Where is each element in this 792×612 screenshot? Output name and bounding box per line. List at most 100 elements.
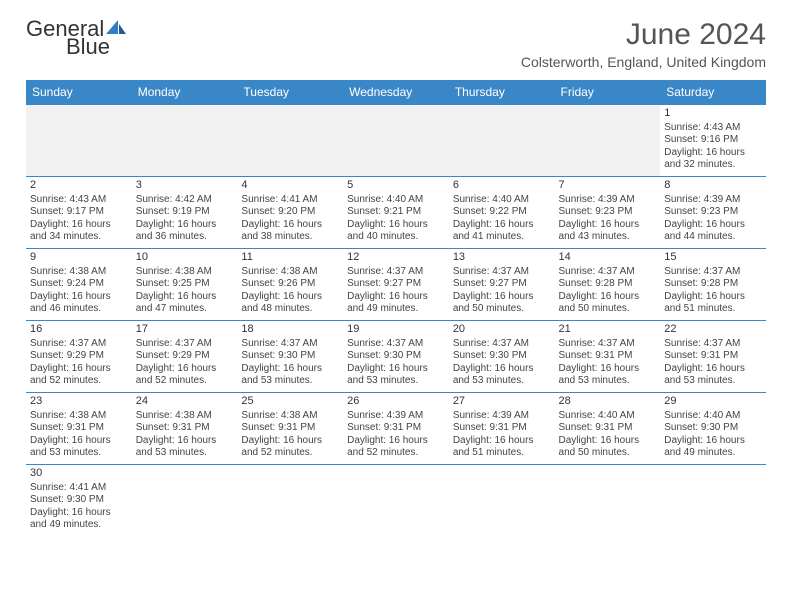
cell-text: Sunset: 9:22 PM — [453, 206, 551, 219]
calendar-cell: 23Sunrise: 4:38 AMSunset: 9:31 PMDayligh… — [26, 393, 132, 465]
cell-text: Sunset: 9:29 PM — [136, 350, 234, 363]
cell-text: Sunrise: 4:37 AM — [241, 338, 339, 351]
calendar-cell: 4Sunrise: 4:41 AMSunset: 9:20 PMDaylight… — [237, 177, 343, 249]
calendar-cell — [343, 105, 449, 177]
day-number: 10 — [136, 251, 234, 265]
day-number: 28 — [559, 395, 657, 409]
cell-text: Sunset: 9:30 PM — [30, 494, 128, 507]
cell-text: Sunrise: 4:41 AM — [241, 194, 339, 207]
cell-text: Sunrise: 4:43 AM — [30, 194, 128, 207]
cell-text: Daylight: 16 hours — [136, 291, 234, 304]
calendar-cell: 2Sunrise: 4:43 AMSunset: 9:17 PMDaylight… — [26, 177, 132, 249]
cell-text: Daylight: 16 hours — [347, 219, 445, 232]
calendar-cell — [132, 105, 238, 177]
cell-text: Daylight: 16 hours — [30, 291, 128, 304]
cell-text: Daylight: 16 hours — [30, 507, 128, 520]
cell-text: Daylight: 16 hours — [453, 363, 551, 376]
cell-text: Daylight: 16 hours — [241, 291, 339, 304]
page-title: June 2024 — [521, 18, 766, 52]
cell-text: Daylight: 16 hours — [664, 291, 762, 304]
cell-text: Sunrise: 4:37 AM — [559, 338, 657, 351]
logo: General Blue — [26, 18, 126, 58]
day-number: 11 — [241, 251, 339, 265]
cell-text: and 53 minutes. — [347, 375, 445, 388]
cell-text: Daylight: 16 hours — [241, 435, 339, 448]
calendar-cell: 28Sunrise: 4:40 AMSunset: 9:31 PMDayligh… — [555, 393, 661, 465]
cell-text: and 52 minutes. — [136, 375, 234, 388]
calendar-cell: 17Sunrise: 4:37 AMSunset: 9:29 PMDayligh… — [132, 321, 238, 393]
day-number: 16 — [30, 323, 128, 337]
cell-text: Daylight: 16 hours — [30, 435, 128, 448]
cell-text: and 50 minutes. — [453, 303, 551, 316]
calendar-cell: 24Sunrise: 4:38 AMSunset: 9:31 PMDayligh… — [132, 393, 238, 465]
cell-text: Daylight: 16 hours — [30, 219, 128, 232]
cell-text: Sunrise: 4:37 AM — [664, 266, 762, 279]
cell-text: Daylight: 16 hours — [559, 363, 657, 376]
calendar-cell: 7Sunrise: 4:39 AMSunset: 9:23 PMDaylight… — [555, 177, 661, 249]
cell-text: Sunset: 9:31 PM — [559, 422, 657, 435]
cell-text: Daylight: 16 hours — [664, 147, 762, 160]
calendar-row: 16Sunrise: 4:37 AMSunset: 9:29 PMDayligh… — [26, 321, 766, 393]
cell-text: Daylight: 16 hours — [241, 363, 339, 376]
calendar-cell: 16Sunrise: 4:37 AMSunset: 9:29 PMDayligh… — [26, 321, 132, 393]
calendar-table: Sunday Monday Tuesday Wednesday Thursday… — [26, 80, 766, 537]
cell-text: Sunrise: 4:37 AM — [453, 338, 551, 351]
cell-text: and 48 minutes. — [241, 303, 339, 316]
day-number: 15 — [664, 251, 762, 265]
cell-text: Sunrise: 4:39 AM — [347, 410, 445, 423]
day-number: 22 — [664, 323, 762, 337]
cell-text: Sunset: 9:31 PM — [347, 422, 445, 435]
calendar-cell: 19Sunrise: 4:37 AMSunset: 9:30 PMDayligh… — [343, 321, 449, 393]
cell-text: and 49 minutes. — [30, 519, 128, 532]
day-number: 9 — [30, 251, 128, 265]
calendar-row: 2Sunrise: 4:43 AMSunset: 9:17 PMDaylight… — [26, 177, 766, 249]
cell-text: and 53 minutes. — [559, 375, 657, 388]
cell-text: Sunrise: 4:38 AM — [136, 266, 234, 279]
day-header: Monday — [132, 80, 238, 105]
cell-text: Sunset: 9:25 PM — [136, 278, 234, 291]
calendar-cell: 30Sunrise: 4:41 AMSunset: 9:30 PMDayligh… — [26, 465, 132, 537]
calendar-cell — [237, 105, 343, 177]
calendar-cell: 21Sunrise: 4:37 AMSunset: 9:31 PMDayligh… — [555, 321, 661, 393]
day-header: Saturday — [660, 80, 766, 105]
day-number: 12 — [347, 251, 445, 265]
cell-text: Sunset: 9:27 PM — [347, 278, 445, 291]
day-number: 17 — [136, 323, 234, 337]
cell-text: Sunrise: 4:37 AM — [30, 338, 128, 351]
cell-text: Sunrise: 4:38 AM — [136, 410, 234, 423]
day-number: 27 — [453, 395, 551, 409]
calendar-row: 23Sunrise: 4:38 AMSunset: 9:31 PMDayligh… — [26, 393, 766, 465]
cell-text: Daylight: 16 hours — [136, 435, 234, 448]
location-text: Colsterworth, England, United Kingdom — [521, 54, 766, 70]
cell-text: and 46 minutes. — [30, 303, 128, 316]
cell-text: Sunset: 9:23 PM — [664, 206, 762, 219]
day-number: 26 — [347, 395, 445, 409]
cell-text: and 53 minutes. — [664, 375, 762, 388]
day-number: 6 — [453, 179, 551, 193]
day-number: 1 — [664, 107, 762, 121]
cell-text: and 52 minutes. — [347, 447, 445, 460]
cell-text: Sunrise: 4:40 AM — [347, 194, 445, 207]
cell-text: Daylight: 16 hours — [30, 363, 128, 376]
cell-text: and 52 minutes. — [241, 447, 339, 460]
calendar-cell: 18Sunrise: 4:37 AMSunset: 9:30 PMDayligh… — [237, 321, 343, 393]
calendar-cell: 12Sunrise: 4:37 AMSunset: 9:27 PMDayligh… — [343, 249, 449, 321]
calendar-cell: 1Sunrise: 4:43 AMSunset: 9:16 PMDaylight… — [660, 105, 766, 177]
cell-text: Daylight: 16 hours — [664, 363, 762, 376]
cell-text: Daylight: 16 hours — [559, 219, 657, 232]
day-number: 29 — [664, 395, 762, 409]
cell-text: Sunrise: 4:39 AM — [664, 194, 762, 207]
cell-text: and 44 minutes. — [664, 231, 762, 244]
calendar-row: 1Sunrise: 4:43 AMSunset: 9:16 PMDaylight… — [26, 105, 766, 177]
cell-text: and 47 minutes. — [136, 303, 234, 316]
cell-text: Daylight: 16 hours — [136, 363, 234, 376]
calendar-cell: 29Sunrise: 4:40 AMSunset: 9:30 PMDayligh… — [660, 393, 766, 465]
cell-text: Daylight: 16 hours — [347, 363, 445, 376]
cell-text: and 41 minutes. — [453, 231, 551, 244]
cell-text: Sunrise: 4:41 AM — [30, 482, 128, 495]
cell-text: and 52 minutes. — [30, 375, 128, 388]
cell-text: Sunset: 9:21 PM — [347, 206, 445, 219]
day-number: 8 — [664, 179, 762, 193]
cell-text: and 40 minutes. — [347, 231, 445, 244]
day-number: 19 — [347, 323, 445, 337]
